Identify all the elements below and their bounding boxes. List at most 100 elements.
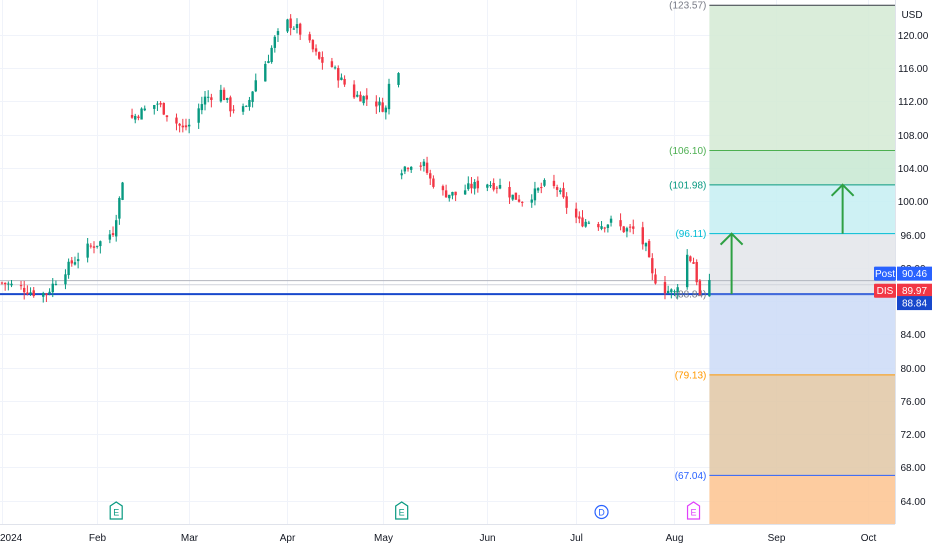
candle-body <box>533 188 537 201</box>
candle-body <box>206 96 210 98</box>
candle-body <box>114 220 118 237</box>
candle-body <box>622 226 625 233</box>
event-marker[interactable]: E <box>109 501 123 520</box>
candle-body <box>333 67 337 69</box>
candle <box>197 103 200 129</box>
target-arrows[interactable] <box>719 183 855 295</box>
candle-body <box>555 187 559 190</box>
currency-label[interactable]: USD <box>901 10 922 21</box>
price-axis[interactable]: USD 120.00 116.00 112.00 108.00 104.00 100.00… <box>895 0 929 524</box>
price-badge-value: 88.84 <box>902 299 927 310</box>
event-letter: E <box>113 508 119 518</box>
candle-body <box>165 115 169 118</box>
fibonacci-levels[interactable]: (123.57) (106.10) (101.98) (96.11) (88.84) (7… <box>669 1 895 482</box>
event-marker[interactable]: E <box>395 501 409 520</box>
candle <box>508 181 511 204</box>
candle-body <box>666 290 670 294</box>
candle <box>273 35 277 53</box>
candle-body <box>403 166 407 172</box>
candle-body <box>689 256 692 262</box>
candle-body <box>29 292 32 294</box>
candle-body <box>492 183 495 190</box>
candle <box>708 273 711 297</box>
candle <box>606 224 610 233</box>
candle <box>219 84 223 103</box>
target-arrow[interactable] <box>719 232 744 295</box>
candle <box>381 97 384 113</box>
time-axis[interactable]: 2024 Feb Mar Apr May Jun Jul Aug Sep Oct <box>0 524 895 545</box>
candle-body <box>67 261 70 276</box>
candle <box>562 182 565 199</box>
candle <box>574 202 578 224</box>
candle <box>162 102 165 116</box>
candle-body <box>685 254 689 288</box>
candle-body <box>406 168 410 170</box>
candle-body <box>375 101 378 107</box>
candle-body <box>463 190 467 195</box>
candle <box>540 182 543 194</box>
candle <box>333 65 337 70</box>
fib-zone <box>709 5 895 151</box>
candle <box>108 229 112 244</box>
candle <box>476 176 480 193</box>
candle-body <box>298 23 302 35</box>
candle <box>159 101 162 108</box>
candle <box>203 91 207 111</box>
candle-body <box>467 183 470 190</box>
candle <box>695 259 698 286</box>
candle <box>419 162 422 171</box>
candle-body <box>51 283 54 293</box>
candle-body <box>95 245 99 247</box>
candle <box>432 175 435 189</box>
candle-body <box>708 279 711 297</box>
candle-body <box>48 291 51 294</box>
candle <box>86 238 89 263</box>
event-marker[interactable]: E <box>686 501 701 520</box>
candle-body <box>692 262 695 264</box>
candle <box>45 292 48 303</box>
candle-body <box>108 234 112 240</box>
candle-body <box>64 274 67 285</box>
candle-body <box>663 282 667 294</box>
candle <box>467 176 470 191</box>
target-arrow[interactable] <box>830 183 855 234</box>
candle-body <box>143 108 146 111</box>
x-tick-label: Oct <box>861 533 877 544</box>
candle <box>384 105 388 120</box>
candle <box>362 95 365 106</box>
candle <box>641 221 644 250</box>
candle <box>245 105 248 108</box>
fib-level-label: (106.10) <box>669 146 706 157</box>
candle-body <box>314 48 318 52</box>
candle <box>410 166 413 173</box>
candle <box>181 118 185 133</box>
candle <box>536 187 540 193</box>
event-marker[interactable]: D <box>594 504 609 520</box>
candle <box>289 14 292 36</box>
candle-body <box>514 192 518 200</box>
candle-body <box>137 116 140 119</box>
candle-body <box>673 291 676 293</box>
candle-body <box>330 61 334 68</box>
candle <box>628 223 632 233</box>
candle <box>521 201 524 207</box>
candle <box>625 226 629 238</box>
candle <box>473 179 476 195</box>
candle-body <box>70 260 73 264</box>
candle <box>29 287 32 296</box>
candle-body <box>451 191 454 196</box>
fib-zone <box>709 184 895 234</box>
candle <box>698 279 702 296</box>
candle <box>187 118 191 134</box>
candle-body <box>153 105 156 109</box>
candle-body <box>410 166 413 170</box>
price-badge-tag-bg <box>874 283 896 298</box>
candle <box>175 113 178 131</box>
candle <box>644 242 648 252</box>
candle-body <box>42 292 45 297</box>
candle-body <box>632 226 635 229</box>
candle-body <box>606 224 610 228</box>
candle <box>137 114 140 121</box>
